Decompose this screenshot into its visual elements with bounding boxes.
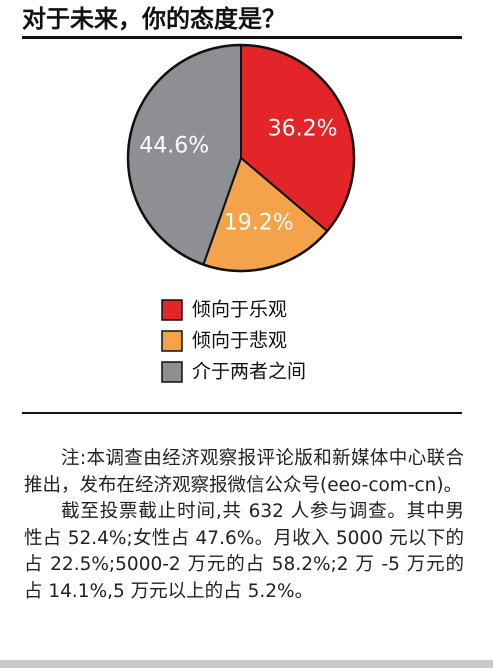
slice-label: 44.6%	[139, 134, 209, 159]
slice-label: 19.2%	[224, 210, 294, 235]
chart-title: 对于未来，你的态度是？	[22, 5, 286, 33]
legend-label: 介于两者之间	[192, 361, 306, 383]
legend-swatch	[161, 330, 183, 352]
legend-label: 倾向于乐观	[192, 299, 287, 321]
note-paragraph: 截至投票截止时间,共 632 人参与调查。其中男性占 52.4%;女性占 47.…	[24, 501, 464, 602]
bottom-strip	[0, 660, 493, 668]
chart: 对于未来，你的态度是？ 36.2% 19.2% 44.6% 倾向于乐观倾向于悲观介于两…	[22, 5, 462, 414]
legend-swatch	[161, 299, 183, 321]
title-rule	[22, 36, 462, 39]
note-paragraph: 注:本调查由经济观察报评论版和新媒体中心联合推出，发布在经济观察报微信公众号(e…	[24, 448, 464, 496]
notes: 注:本调查由经济观察报评论版和新媒体中心联合推出，发布在经济观察报微信公众号(e…	[24, 446, 464, 605]
legend-swatch	[161, 361, 183, 383]
bottom-rule	[22, 412, 462, 414]
pie-outline	[126, 43, 356, 273]
slice-label: 36.2%	[268, 117, 338, 142]
legend-label: 倾向于悲观	[192, 330, 287, 352]
